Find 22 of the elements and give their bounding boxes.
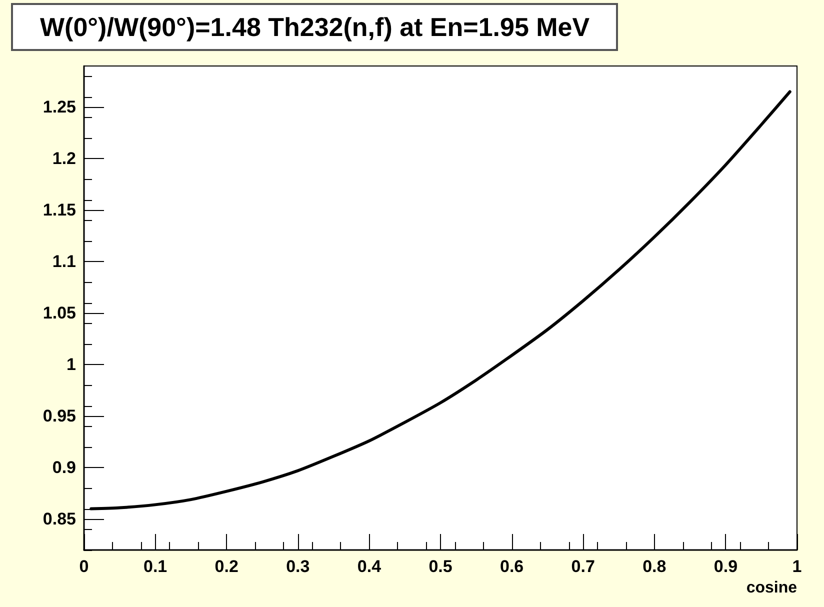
y-tick-label: 1.15 [42, 200, 76, 220]
x-tick-label: 0.1 [143, 557, 168, 576]
y-tick-label: 1.25 [42, 98, 76, 117]
x-tick-label: 0.6 [500, 557, 524, 576]
x-tick-label: 0.7 [571, 557, 595, 576]
y-tick-label: 1 [66, 355, 76, 374]
x-tick-label: 1 [792, 557, 802, 576]
y-tick-label: 1.1 [52, 252, 76, 272]
x-tick-label: 0.2 [214, 557, 238, 576]
x-axis-title: cosine [746, 580, 798, 596]
y-tick-label: 0.95 [42, 406, 76, 426]
x-tick-label: 0.8 [642, 557, 666, 576]
x-tick-label: 0 [79, 557, 89, 576]
y-tick-label: 1.05 [42, 304, 76, 323]
y-tick-label: 0.85 [42, 510, 76, 529]
x-tick-label: 0.9 [714, 557, 738, 576]
x-tick-label: 0.3 [286, 557, 310, 576]
chart-title: W(0°)/W(90°)=1.48 Th232(n,f) at En=1.95 MeV [40, 12, 590, 42]
x-tick-label: 0.5 [428, 557, 452, 576]
y-tick-label: 1.2 [52, 149, 76, 168]
y-tick-label: 0.9 [52, 458, 76, 478]
x-tick-label: 0.4 [357, 557, 382, 576]
